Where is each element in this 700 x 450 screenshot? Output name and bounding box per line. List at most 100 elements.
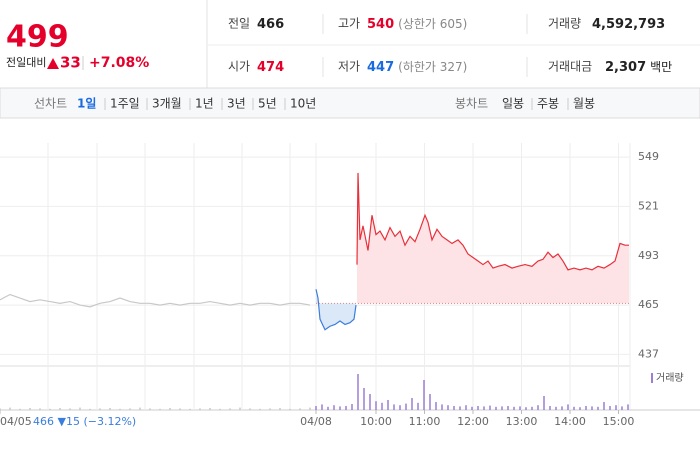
volume-bar: [441, 404, 443, 410]
volume-bar: [429, 394, 431, 410]
volume-bar: [89, 408, 91, 410]
volume-bar: [609, 406, 611, 410]
tab[interactable]: 1일: [77, 97, 96, 111]
stat: 540 (상한가 605): [367, 17, 467, 32]
volume-bar: [149, 408, 151, 410]
volume-bar: [119, 408, 121, 410]
price-line: [315, 289, 357, 331]
stat-label: 고가: [338, 17, 360, 31]
volume-bar: [269, 408, 271, 410]
stat: 474: [257, 60, 284, 75]
change-label: 전일대비: [6, 55, 46, 69]
stat-label: 거래대금: [548, 60, 592, 74]
price: 499: [6, 20, 69, 55]
volume-bar: [387, 400, 389, 410]
volume-bar: [411, 398, 413, 410]
volume-bar: [169, 408, 171, 410]
volume-bar: [321, 404, 323, 410]
tab-group-label: 선차트: [34, 97, 67, 111]
stat-unit: 백만: [650, 60, 672, 74]
y-tick-label: 465: [638, 298, 659, 311]
volume-bar: [459, 406, 461, 410]
volume-bar: [219, 408, 221, 410]
volume-bar: [289, 408, 291, 410]
tab[interactable]: 일봉: [502, 97, 524, 111]
volume-bar: [579, 407, 581, 410]
volume-bar: [549, 406, 551, 410]
tab-bar: [0, 87, 700, 119]
tab[interactable]: 3년: [227, 97, 246, 111]
stat-value: 466: [257, 17, 284, 32]
volume-bar: [69, 408, 71, 410]
volume-bar: [603, 402, 605, 410]
volume-bar: [477, 406, 479, 410]
volume-bar: [9, 407, 11, 410]
x-tick-label: 12:00: [457, 415, 489, 428]
volume-bar: [199, 408, 201, 410]
volume-bar: [0, 408, 1, 410]
volume-bar: [357, 374, 359, 410]
volume-bar: [525, 407, 527, 410]
header-bg: [0, 0, 700, 88]
stat-label: 시가: [228, 60, 250, 74]
volume-bar: [351, 404, 353, 410]
volume-bar: [615, 405, 617, 410]
stat-label: 전일: [228, 17, 250, 31]
volume-bar: [489, 405, 491, 410]
volume-bar: [543, 396, 545, 410]
volume-bar: [299, 408, 301, 410]
price-line: [0, 293, 311, 308]
volume-bar: [435, 402, 437, 410]
volume-bar: [315, 406, 317, 410]
stat-value: 2,307: [605, 60, 646, 75]
area: [357, 172, 629, 304]
stat: 466: [257, 17, 284, 32]
volume-bar: [369, 394, 371, 410]
volume-bar: [333, 405, 335, 410]
volume-bar: [49, 408, 51, 410]
volume-bar: [573, 406, 575, 410]
tab[interactable]: 1주일: [110, 97, 140, 111]
x-tick-label: 10:00: [360, 415, 392, 428]
volume-bar: [423, 380, 425, 410]
y-tick-label: 437: [638, 347, 659, 360]
x-tick-label: 11:00: [409, 415, 441, 428]
volume-bar: [381, 402, 383, 410]
volume-bar: [519, 406, 521, 410]
volume-bar: [597, 406, 599, 410]
x-tick-label: 14:00: [554, 415, 586, 428]
volume-bar: [447, 405, 449, 410]
volume-bar: [19, 408, 21, 410]
tab[interactable]: 10년: [290, 97, 316, 111]
tab[interactable]: 월봉: [573, 97, 595, 111]
volume-bar: [375, 401, 377, 410]
volume-bar: [309, 407, 311, 410]
volume-bar: [585, 406, 587, 410]
stat-label: 저가: [338, 60, 360, 74]
x-tick-label: 13:00: [506, 415, 538, 428]
volume-bar: [453, 406, 455, 410]
volume-bar: [507, 406, 509, 410]
volume-bar: [483, 406, 485, 410]
stat-value: 4,592,793: [592, 17, 665, 32]
volume-bar: [399, 405, 401, 410]
volume-bar: [339, 406, 341, 410]
volume-bar: [229, 408, 231, 410]
volume-bar: [501, 406, 503, 410]
x-tick-label: 04/08: [300, 415, 332, 428]
stat: 2,307 백만: [605, 60, 672, 75]
stat-value: 540: [367, 17, 394, 32]
tab[interactable]: 3개월: [152, 97, 182, 111]
x-tick-label: 15:00: [603, 415, 635, 428]
volume-bar: [99, 408, 101, 410]
volume-bar: [279, 408, 281, 410]
volume-bar: [591, 406, 593, 410]
volume-bar: [561, 406, 563, 410]
volume-bar: [393, 404, 395, 410]
tab[interactable]: 5년: [258, 97, 277, 111]
tab[interactable]: 주봉: [537, 97, 559, 111]
y-tick-label: 493: [638, 249, 659, 262]
tab[interactable]: 1년: [195, 97, 214, 111]
volume-bar: [555, 406, 557, 410]
prev-day-note: 466 ▼15 (−3.12%): [33, 415, 136, 428]
